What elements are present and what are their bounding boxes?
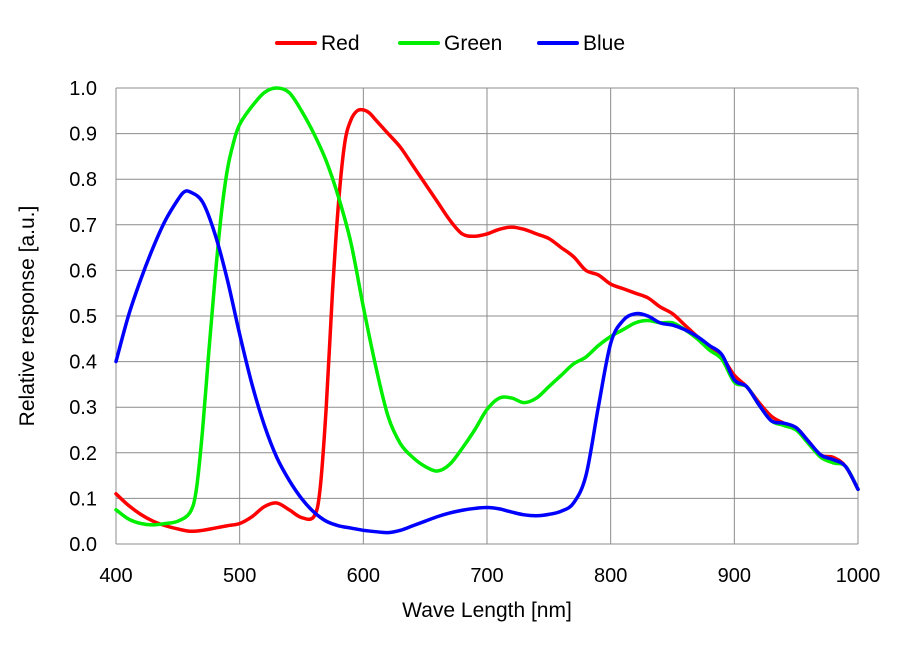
x-tick-label: 1000 bbox=[836, 565, 881, 587]
x-tick-label: 400 bbox=[99, 565, 132, 587]
y-tick-label: 0.3 bbox=[69, 397, 97, 419]
series-line-blue bbox=[114, 189, 860, 535]
y-tick-label: 0.1 bbox=[69, 488, 97, 510]
y-axis-ticks: 0.0 0.1 0.2 0.3 0.4 0.5 0.6 0.7 0.8 0.9 1.0 bbox=[69, 78, 97, 556]
y-axis-title: Relative response [a.u.] bbox=[16, 206, 39, 427]
x-tick-label: 700 bbox=[470, 565, 503, 587]
legend-label-red: Red bbox=[321, 32, 360, 55]
series-lines bbox=[114, 86, 860, 535]
legend-label-blue: Blue bbox=[583, 32, 625, 55]
y-tick-label: 0.5 bbox=[69, 306, 97, 328]
x-tick-label: 900 bbox=[718, 565, 751, 587]
y-tick-label: 0.2 bbox=[69, 443, 97, 465]
x-tick-label: 500 bbox=[223, 565, 256, 587]
y-tick-label: 0.8 bbox=[69, 169, 97, 191]
y-tick-label: 0.6 bbox=[69, 260, 97, 282]
y-tick-label: 1.0 bbox=[69, 78, 97, 100]
y-tick-label: 0.4 bbox=[69, 352, 97, 374]
legend: Red Green Blue bbox=[275, 32, 625, 55]
y-tick-label: 0.0 bbox=[69, 534, 97, 556]
x-tick-label: 800 bbox=[594, 565, 627, 587]
grid bbox=[115, 87, 859, 545]
x-axis-title: Wave Length [nm] bbox=[402, 599, 572, 622]
legend-label-green: Green bbox=[444, 32, 502, 55]
x-tick-label: 600 bbox=[347, 565, 380, 587]
y-tick-label: 0.9 bbox=[69, 124, 97, 146]
x-axis-ticks: 400 500 600 700 800 900 1000 bbox=[99, 565, 880, 587]
y-tick-label: 0.7 bbox=[69, 215, 97, 237]
